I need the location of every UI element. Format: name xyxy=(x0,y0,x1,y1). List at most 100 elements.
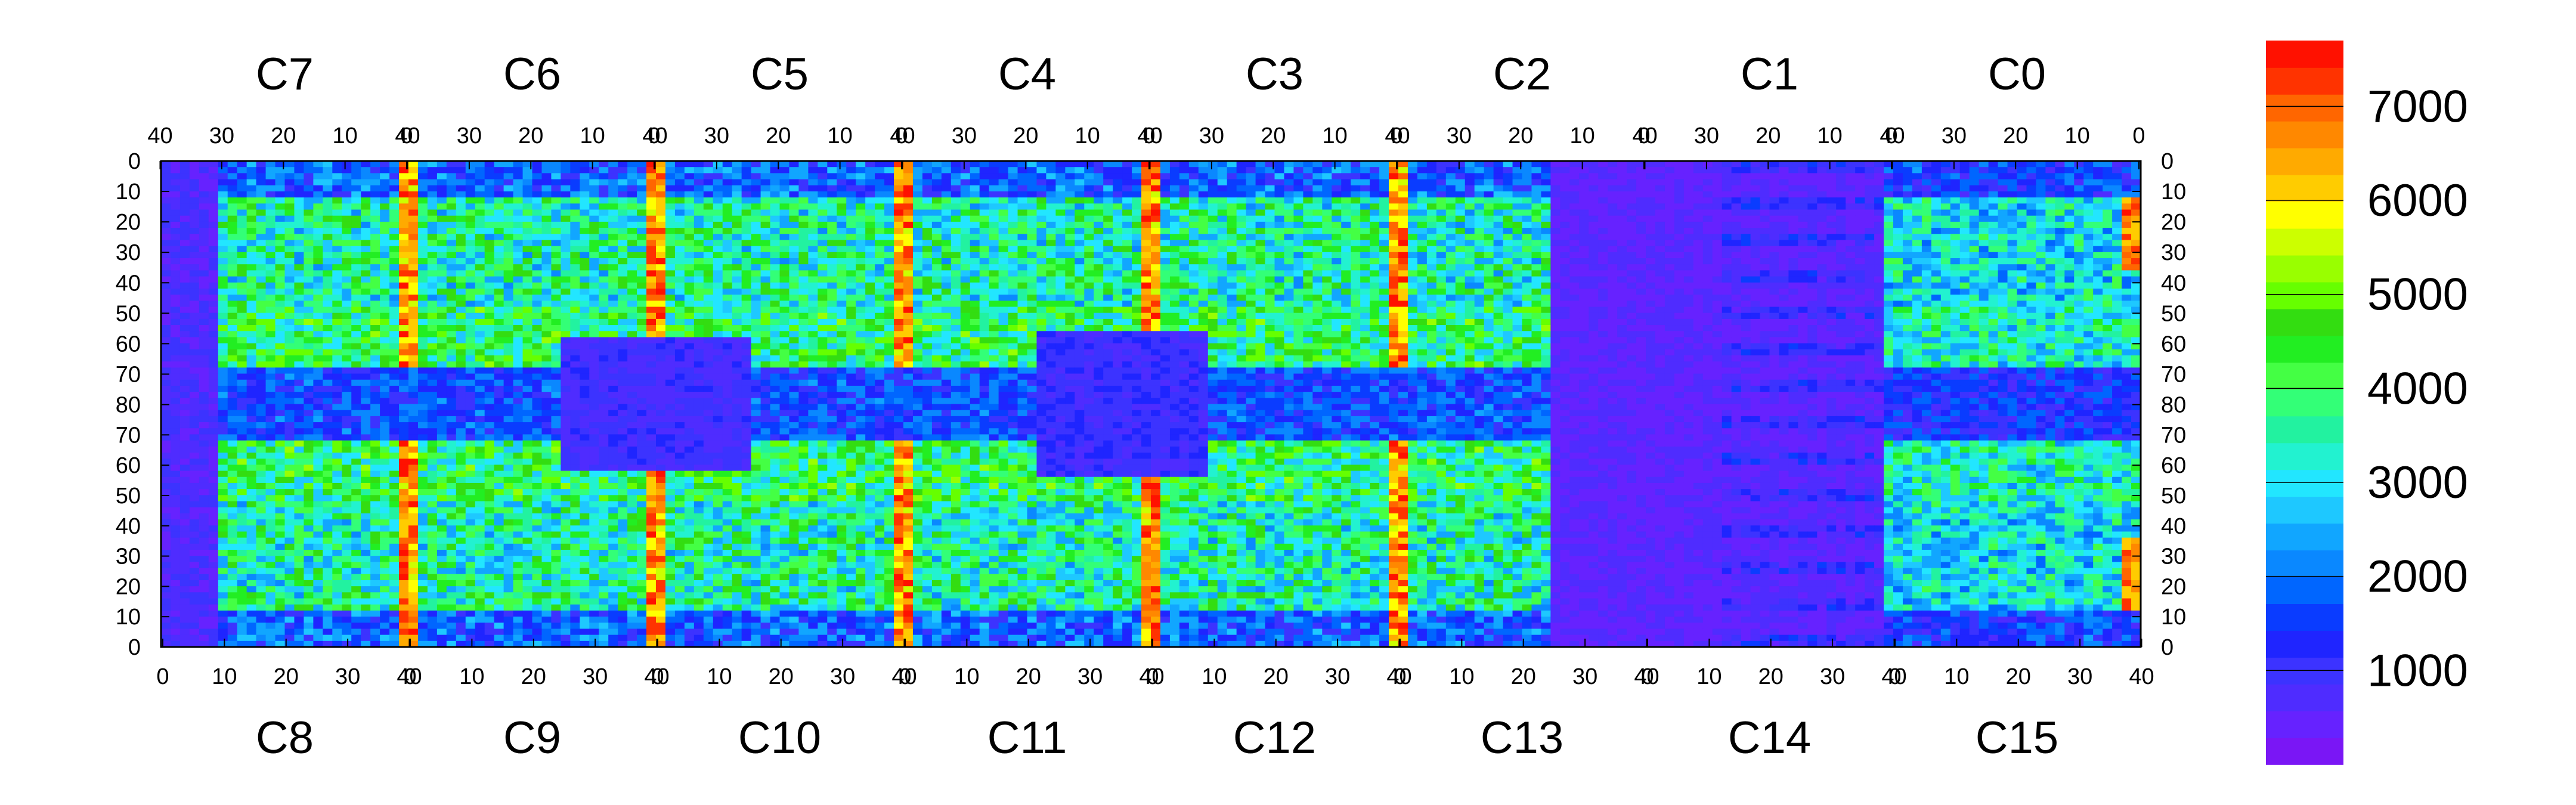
heatmap-cell xyxy=(599,173,609,179)
heatmap-cell xyxy=(608,210,618,216)
heatmap-cell xyxy=(732,234,742,240)
heatmap-cell xyxy=(1360,270,1370,277)
heatmap-cell xyxy=(1798,161,1808,168)
heatmap-cell xyxy=(1094,277,1104,283)
heatmap-cell xyxy=(475,252,485,259)
heatmap-cell xyxy=(1693,283,1704,289)
heatmap-cell xyxy=(1189,173,1199,179)
heatmap-cell xyxy=(627,301,637,307)
heatmap-cell xyxy=(2103,301,2113,307)
heatmap-cell xyxy=(1560,203,1570,210)
heatmap-cell xyxy=(342,252,352,259)
heatmap-cell xyxy=(1275,167,1285,174)
heatmap-cell xyxy=(951,191,961,198)
heatmap-cell xyxy=(361,283,371,289)
heatmap-cell xyxy=(961,270,971,277)
heatmap-cell xyxy=(1265,252,1275,259)
heatmap-cell xyxy=(599,167,609,174)
heatmap-cell xyxy=(1531,161,1541,168)
heatmap-cell xyxy=(1979,258,1989,265)
heatmap-cell xyxy=(1531,234,1541,240)
heatmap-cell xyxy=(1665,264,1675,271)
heatmap-cell xyxy=(2064,161,2075,168)
heatmap-cell xyxy=(1779,191,1789,198)
heatmap-cell xyxy=(608,295,618,301)
heatmap-cell xyxy=(1008,179,1018,186)
heatmap-cell xyxy=(1513,270,1523,277)
heatmap-cell xyxy=(1998,185,2008,192)
heatmap-cell xyxy=(1788,264,1798,271)
heatmap-cell xyxy=(742,283,752,289)
heatmap-cell xyxy=(770,295,781,301)
heatmap-cell xyxy=(2036,246,2046,253)
heatmap-cell xyxy=(171,173,181,179)
heatmap-cell xyxy=(2026,270,2036,277)
heatmap-cell xyxy=(1903,264,1913,271)
heatmap-cell xyxy=(1703,240,1713,246)
heatmap-cell xyxy=(1370,185,1380,192)
heatmap-cell xyxy=(1998,252,2008,259)
heatmap-cell xyxy=(1522,185,1532,192)
heatmap-cell xyxy=(437,173,447,179)
heatmap-cell xyxy=(418,295,428,301)
heatmap-cell xyxy=(685,270,695,277)
heatmap-cell xyxy=(2103,234,2113,240)
heatmap-cell xyxy=(513,173,524,179)
heatmap-cell xyxy=(1456,289,1466,295)
heatmap-cell xyxy=(2055,173,2065,179)
heatmap-cell xyxy=(1456,210,1466,216)
heatmap-cell xyxy=(332,173,342,179)
heatmap-cell xyxy=(1036,295,1046,301)
heatmap-cell xyxy=(970,173,980,179)
heatmap-cell xyxy=(1617,295,1627,301)
heatmap-cell xyxy=(418,234,428,240)
heatmap-cell xyxy=(1312,161,1323,168)
heatmap-cell xyxy=(761,185,771,192)
heatmap-cell xyxy=(1141,295,1151,301)
heatmap-cell xyxy=(570,216,580,222)
heatmap-cell xyxy=(1008,203,1018,210)
heatmap-cell xyxy=(980,252,990,259)
heatmap-cell xyxy=(1360,289,1370,295)
heatmap-cell xyxy=(1351,277,1361,283)
heatmap-cell xyxy=(1341,283,1351,289)
heatmap-cell xyxy=(1332,210,1342,216)
heatmap-cell xyxy=(180,191,190,198)
heatmap-cell xyxy=(1950,252,1961,259)
heatmap-cell xyxy=(1941,161,1951,168)
heatmap-cell xyxy=(798,210,809,216)
heatmap-cell xyxy=(1693,240,1704,246)
heatmap-cell xyxy=(1770,283,1780,289)
heatmap-cell xyxy=(932,289,942,295)
heatmap-cell xyxy=(1655,240,1665,246)
heatmap-cell xyxy=(1408,167,1418,174)
heatmap-cell xyxy=(1398,222,1408,228)
heatmap-cell xyxy=(1199,210,1209,216)
heatmap-cell xyxy=(1912,246,1922,253)
heatmap-cell xyxy=(1589,197,1599,204)
heatmap-cell xyxy=(1113,270,1123,277)
heatmap-cell xyxy=(1246,210,1256,216)
heatmap-cell xyxy=(541,210,552,216)
heatmap-cell xyxy=(1617,228,1627,234)
heatmap-cell xyxy=(580,264,590,271)
heatmap-cell xyxy=(1960,246,1970,253)
heatmap-cell xyxy=(723,197,733,204)
heatmap-cell xyxy=(1960,301,1970,307)
heatmap-cell xyxy=(1055,234,1066,240)
heatmap-cell xyxy=(1132,246,1142,253)
heatmap-cell xyxy=(1950,264,1961,271)
heatmap-cell xyxy=(1903,295,1913,301)
heatmap-cell xyxy=(1931,258,1942,265)
heatmap-cell xyxy=(903,277,914,283)
heatmap-cell xyxy=(1713,252,1723,259)
heatmap-cell xyxy=(494,301,504,307)
heatmap-cell xyxy=(209,240,219,246)
heatmap-cell xyxy=(1941,234,1951,240)
heatmap-cell xyxy=(999,197,1009,204)
heatmap-cell xyxy=(418,258,428,265)
heatmap-cell xyxy=(1798,277,1808,283)
heatmap-cell xyxy=(1751,264,1761,271)
heatmap-cell xyxy=(1903,216,1913,222)
heatmap-cell xyxy=(1103,277,1113,283)
